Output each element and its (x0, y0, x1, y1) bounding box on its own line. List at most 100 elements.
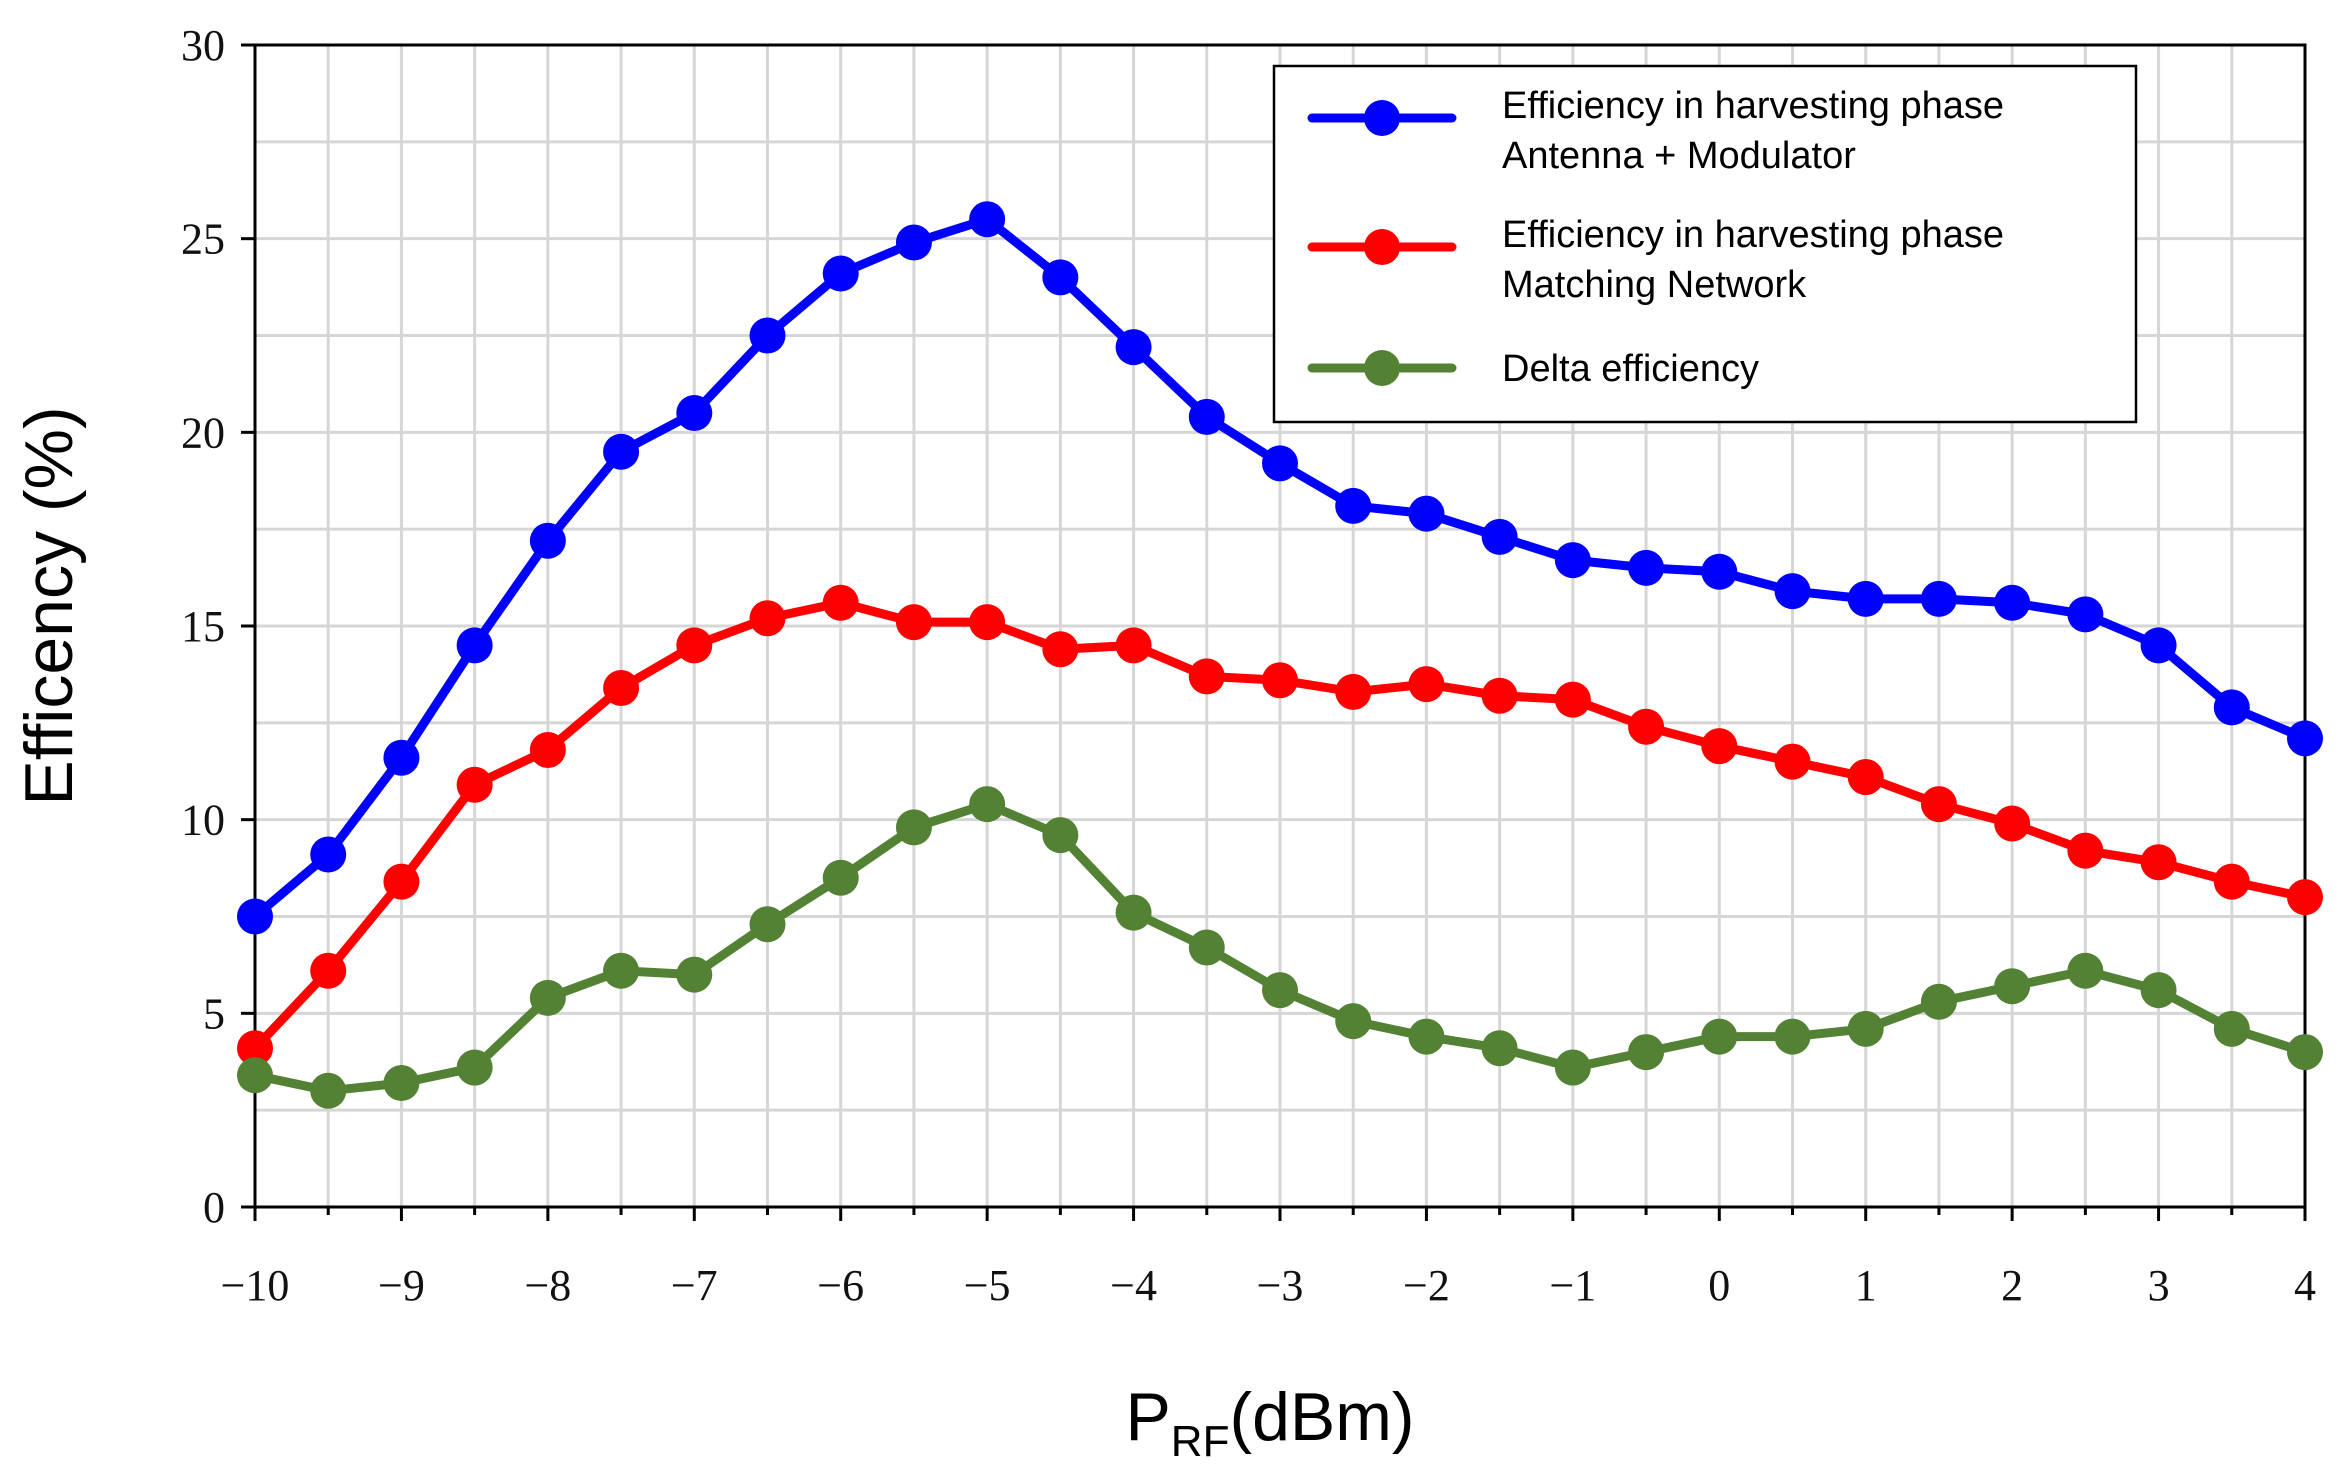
data-point (1920, 580, 1957, 617)
data-point (1408, 666, 1445, 703)
data-point (1042, 817, 1079, 854)
data-point (1847, 580, 1884, 617)
data-point (1994, 968, 2031, 1005)
data-point (676, 394, 713, 431)
legend-swatch-marker (1364, 100, 1400, 136)
x-tick-label: −3 (1257, 1261, 1304, 1310)
data-point (237, 1030, 273, 1067)
data-point (1628, 708, 1665, 745)
data-point (1188, 929, 1225, 966)
y-tick-label: 15 (181, 602, 225, 651)
data-point (1994, 805, 2031, 842)
data-point (1774, 743, 1811, 780)
data-point (237, 1057, 273, 1094)
data-point (383, 1065, 420, 1102)
data-point (895, 224, 932, 261)
series (237, 201, 2323, 1109)
data-point (1847, 1010, 1884, 1047)
x-tick-label: 2 (2001, 1261, 2023, 1310)
data-point (676, 956, 713, 993)
data-point (749, 906, 786, 943)
data-point (1408, 1018, 1445, 1055)
data-point (1335, 1003, 1372, 1040)
data-point (1115, 894, 1152, 931)
data-point (749, 317, 786, 354)
data-point (1920, 983, 1957, 1020)
x-axis-title-unit: (dBm) (1229, 1379, 1414, 1455)
data-point (1262, 972, 1298, 1009)
data-point (456, 627, 493, 664)
data-point (383, 863, 420, 900)
data-point (1701, 1018, 1738, 1055)
data-point (603, 433, 640, 470)
data-point (1774, 1018, 1811, 1055)
data-point (969, 604, 1006, 641)
data-point (1262, 662, 1298, 699)
legend-label-line2: Antenna + Modulator (1502, 135, 1856, 177)
x-tick-label: −7 (671, 1261, 718, 1310)
x-tick-label: −8 (524, 1261, 571, 1310)
x-tick-label: −9 (378, 1261, 425, 1310)
legend-swatch-marker (1364, 229, 1400, 265)
series-0 (237, 201, 2323, 935)
data-point (1628, 549, 1665, 586)
data-point (969, 201, 1006, 238)
data-point (1262, 445, 1298, 482)
data-point (529, 731, 566, 768)
x-tick-label: 0 (1708, 1261, 1730, 1310)
data-point (1994, 584, 2031, 621)
data-point (1115, 329, 1152, 366)
data-point (822, 255, 859, 292)
data-point (1481, 677, 1518, 714)
y-tick-label: 5 (203, 989, 225, 1038)
x-axis-title-sub: RF (1171, 1417, 1230, 1466)
data-point (1554, 1049, 1591, 1086)
x-tick-label: −4 (1110, 1261, 1157, 1310)
data-point (2067, 596, 2104, 633)
data-point (969, 786, 1006, 823)
data-point (1115, 627, 1152, 664)
data-point (2140, 627, 2177, 664)
data-point (1701, 728, 1738, 765)
x-tick-label: 4 (2294, 1261, 2316, 1310)
data-point (895, 604, 932, 641)
legend-entry-antenna-modulator: Efficiency in harvesting phase Antenna +… (1307, 85, 2004, 177)
data-point (1481, 1030, 1518, 1067)
legend-swatch-marker (1364, 350, 1400, 386)
y-tick-label: 30 (181, 21, 225, 70)
series-1 (237, 584, 2323, 1067)
x-tick-label: −6 (817, 1261, 864, 1310)
data-point (456, 1049, 493, 1086)
data-point (1335, 487, 1372, 524)
y-axis-title: Efficency (%) (11, 406, 87, 805)
data-point (1042, 631, 1079, 668)
data-point (603, 669, 640, 706)
x-tick-label: −2 (1403, 1261, 1450, 1310)
y-tick-label: 10 (181, 796, 225, 845)
data-point (456, 766, 493, 803)
data-point (2140, 972, 2177, 1009)
data-point (1188, 658, 1225, 695)
x-tick-label: −1 (1549, 1261, 1596, 1310)
data-point (2140, 844, 2177, 881)
data-point (822, 584, 859, 621)
legend-label-line1: Efficiency in harvesting phase (1502, 214, 2004, 256)
data-point (310, 952, 347, 989)
data-point (2213, 1010, 2250, 1047)
data-point (2287, 1034, 2323, 1071)
data-point (822, 859, 859, 896)
x-axis-title: PRF(dBm) (1125, 1379, 1414, 1466)
data-point (310, 836, 347, 873)
x-tick-label: −5 (964, 1261, 1011, 1310)
data-point (237, 898, 273, 935)
data-point (1042, 259, 1079, 296)
legend: Efficiency in harvesting phase Antenna +… (1272, 64, 2138, 424)
data-point (2067, 952, 2104, 989)
data-point (1554, 681, 1591, 718)
legend-entry-delta-efficiency: Delta efficiency (1307, 348, 1759, 390)
data-point (1188, 398, 1225, 435)
data-point (1408, 495, 1445, 532)
legend-label-line1: Delta efficiency (1502, 348, 1759, 390)
x-tick-label: 3 (2148, 1261, 2170, 1310)
